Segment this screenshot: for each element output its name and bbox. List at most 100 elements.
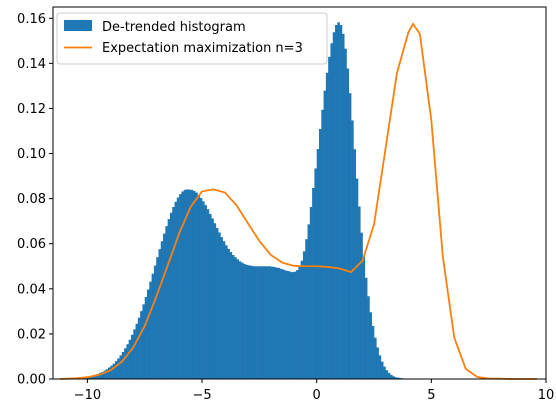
histogram-bar bbox=[167, 219, 171, 379]
histogram-bar bbox=[357, 206, 361, 379]
histogram-bar bbox=[245, 264, 249, 379]
histogram-bar bbox=[369, 312, 373, 379]
histogram-bar bbox=[208, 213, 212, 379]
histogram-bar bbox=[284, 270, 288, 379]
histogram-bar bbox=[204, 205, 207, 379]
y-tick-label: 0.04 bbox=[17, 282, 46, 297]
histogram-bar bbox=[98, 372, 102, 379]
histogram-bar bbox=[130, 334, 134, 379]
histogram-bar bbox=[91, 375, 95, 379]
histogram-bar bbox=[385, 370, 389, 379]
histogram-bar bbox=[231, 255, 235, 379]
histogram-bar bbox=[351, 120, 354, 380]
histogram-bar bbox=[160, 241, 164, 379]
histogram-bar bbox=[273, 266, 276, 379]
histogram-bar bbox=[312, 188, 315, 379]
histogram-bar bbox=[126, 344, 129, 379]
histogram-bar bbox=[206, 209, 210, 379]
histogram-bar bbox=[337, 22, 340, 380]
histogram-bar bbox=[396, 377, 400, 379]
histogram-bar bbox=[353, 149, 356, 379]
axes-frame bbox=[52, 6, 547, 380]
histogram-bar bbox=[176, 197, 180, 379]
histogram-bar bbox=[169, 212, 173, 379]
histogram-bar bbox=[250, 265, 253, 379]
histogram-bar bbox=[128, 339, 132, 379]
legend-label-histogram: De-trended histogram bbox=[102, 20, 246, 35]
histogram-bar bbox=[236, 259, 240, 379]
histogram-bar bbox=[387, 372, 391, 379]
histogram-bar bbox=[364, 277, 368, 379]
histogram-bar bbox=[94, 374, 97, 379]
histogram-bar bbox=[197, 195, 201, 379]
histogram-bar bbox=[108, 367, 111, 379]
histogram-bar bbox=[135, 323, 139, 379]
histogram-bar bbox=[165, 226, 168, 379]
histogram-bar bbox=[348, 93, 352, 380]
y-tick-label: 0.02 bbox=[17, 327, 46, 342]
histogram-bar bbox=[112, 363, 116, 379]
histogram-bar bbox=[227, 248, 230, 379]
histogram-bar bbox=[243, 264, 246, 379]
histogram-bar bbox=[282, 269, 285, 379]
x-tick-label: −5 bbox=[192, 388, 211, 403]
histogram-bar bbox=[151, 273, 155, 379]
histogram-bar bbox=[211, 218, 214, 379]
histogram-bar bbox=[183, 189, 187, 379]
y-tick-label: 0.08 bbox=[17, 192, 46, 207]
histogram-bar bbox=[309, 206, 313, 379]
histogram-bar bbox=[378, 355, 382, 379]
histogram-bar bbox=[153, 265, 157, 379]
histogram-bar bbox=[234, 257, 237, 379]
y-tick-label: 0.14 bbox=[17, 57, 46, 72]
histogram-bar bbox=[252, 266, 256, 379]
histogram-bar bbox=[105, 369, 109, 379]
histogram-bar bbox=[186, 189, 189, 379]
histogram-bar bbox=[133, 329, 136, 379]
histogram-bar bbox=[188, 189, 191, 379]
histogram-bar bbox=[394, 377, 398, 379]
legend-label-em: Expectation maximization n=3 bbox=[102, 41, 303, 56]
histogram-bar bbox=[254, 266, 258, 379]
histogram-bar bbox=[140, 311, 143, 379]
histogram-bar bbox=[263, 266, 267, 379]
histogram-bar bbox=[213, 223, 217, 379]
histogram-bar bbox=[289, 271, 292, 379]
histogram-bar bbox=[220, 237, 223, 379]
histogram-bar bbox=[374, 337, 377, 379]
histogram-bar bbox=[302, 251, 306, 379]
histogram-bar bbox=[380, 361, 384, 379]
histogram-bar bbox=[316, 149, 320, 379]
histogram-bar bbox=[291, 272, 295, 379]
histogram-bar bbox=[344, 48, 347, 380]
histogram-bar bbox=[332, 32, 336, 379]
histogram-bar bbox=[158, 249, 162, 379]
histogram-bar bbox=[144, 296, 148, 379]
histogram-bar bbox=[296, 270, 299, 379]
histogram-bar bbox=[241, 262, 244, 379]
histogram-bar bbox=[224, 245, 228, 379]
histogram-bar bbox=[335, 25, 338, 379]
histogram-bar bbox=[346, 68, 350, 380]
histogram-bar bbox=[314, 168, 317, 379]
histogram-bar bbox=[147, 289, 150, 379]
x-axis-ticks: −10 −5 0 5 10 bbox=[74, 379, 555, 403]
histogram-bar bbox=[257, 266, 260, 379]
histogram-bar bbox=[325, 72, 329, 379]
legend: De-trended histogram Expectation maximiz… bbox=[56, 12, 328, 65]
histogram-bar bbox=[270, 266, 274, 379]
histogram-bar bbox=[307, 224, 311, 379]
histogram-bar bbox=[181, 191, 184, 379]
histogram-bar bbox=[259, 266, 262, 379]
histogram-bar bbox=[305, 239, 308, 379]
histogram-bar bbox=[298, 266, 301, 379]
legend-box bbox=[56, 12, 328, 65]
histogram-bar bbox=[392, 376, 395, 379]
histogram-bar bbox=[383, 366, 386, 379]
y-tick-label: 0.16 bbox=[17, 12, 46, 27]
x-tick-label: −10 bbox=[74, 388, 101, 403]
x-tick-label: 10 bbox=[538, 388, 555, 403]
histogram-bar bbox=[179, 194, 182, 379]
histogram-bar bbox=[117, 358, 120, 379]
histogram-bar bbox=[202, 201, 205, 379]
